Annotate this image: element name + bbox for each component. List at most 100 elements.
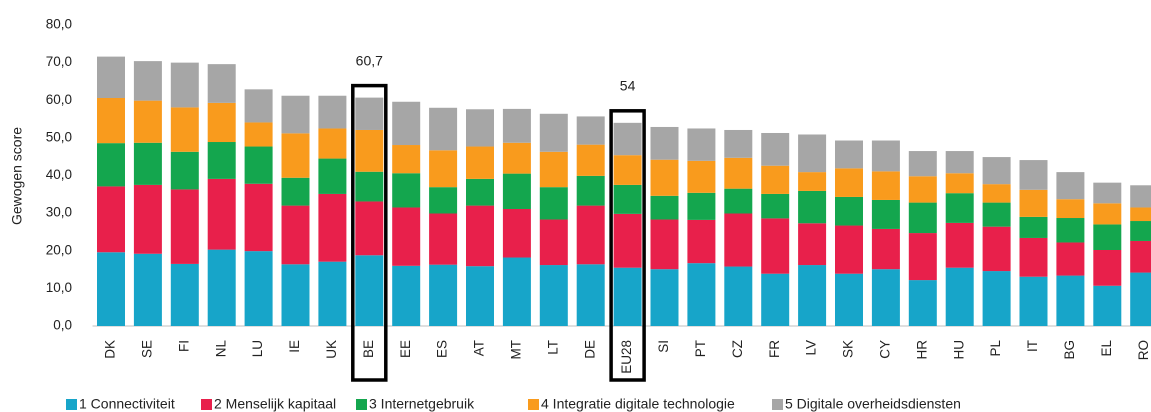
bar-segment [429,213,458,265]
bar-segment [318,158,347,194]
bar-segment [835,140,863,169]
bar-segment [945,193,974,223]
bar-segment [871,171,900,200]
bar-segment [1056,275,1085,326]
bar-segment [613,213,642,268]
bar-segment [945,267,974,326]
bar-segment [576,175,605,206]
bar-segment [133,61,162,101]
bar-segment [502,257,531,326]
bar-segment [761,273,790,326]
bar-segment [613,267,642,326]
bar-segment [1019,276,1048,326]
bar-segment [170,151,199,190]
plot: 0,0 10,0 20,0 30,0 40,0 50,0 60,0 70,0 80,0 DK SE F… [46,17,1151,412]
x-tick-label: MT [508,340,523,360]
bar-segment [97,56,125,98]
bar-segment [798,223,827,266]
x-tick-label: LU [250,340,265,357]
x-tick-label: RO [1136,340,1151,360]
bar-segment [466,178,494,206]
bar-segment [170,263,199,326]
bar-segment [539,113,568,152]
bar-segment [982,226,1011,272]
y-tick-label: 10,0 [46,280,72,295]
highlight-box [351,83,388,382]
bar-segment [945,173,974,194]
bar-segment [429,107,458,151]
bar-segment [207,178,236,250]
bar-segment [1019,189,1048,217]
bar-segment [724,129,753,158]
bar-segment [687,219,716,264]
bar-segment [392,145,421,174]
bar-segment [97,186,125,253]
bar-segment [1056,218,1085,243]
bar-segment [244,146,273,184]
x-tick-label: EU28 [619,340,634,374]
bar-segment [1019,216,1048,238]
x-tick-label: HR [914,340,929,360]
bar-segment [724,266,753,326]
bar-segment [908,233,937,281]
bar-segment [835,196,863,226]
bar-segment [798,190,827,224]
x-tick-label: IT [1025,340,1040,352]
bar-segment [539,265,568,326]
bar-segment [133,184,162,254]
bar-segment [133,100,162,143]
bar-segment [798,265,827,326]
bar-segment [244,89,273,123]
bar-segment [576,144,605,176]
bar-segment [945,151,974,174]
bar-segment [835,168,863,197]
bar-segment [1130,185,1151,208]
bar-segment [133,253,162,326]
bar-segment [908,176,937,203]
bar-segment [576,116,605,145]
y-tick-label: 30,0 [46,205,72,220]
bar-segment [761,218,790,274]
x-tick-label: UK [324,340,339,359]
bar-segment [576,264,605,326]
bar-segment [355,201,384,256]
y-tick-label: 40,0 [46,167,72,182]
bar-segment [1056,172,1085,200]
bar-segment [1130,207,1151,222]
bar-segment [982,157,1011,185]
bar-segment [281,95,310,134]
legend-label: 2 Menselijk kapitaal [214,396,336,412]
bar-segment [502,208,531,258]
bar-segment [687,160,716,193]
bar-segment [207,142,236,179]
bar-segment [170,189,199,264]
bar-segment [798,172,827,191]
bar-segment [355,129,384,172]
bar-segment [281,177,310,206]
bar-segment [576,205,605,265]
bar-segment [1093,285,1122,326]
bar-segment [429,187,458,214]
bar-segment [1093,203,1122,225]
x-tick-label: CZ [730,340,745,358]
bar-segment [539,151,568,188]
bar-segment [502,173,531,209]
x-tick-label: HU [951,340,966,360]
bar-segment [650,126,679,160]
bar-segment [170,107,199,152]
bar-segment [318,193,347,262]
bar-segment [502,108,531,143]
legend-swatch [772,399,783,410]
legend-swatch [356,399,367,410]
x-tick-label: LV [804,340,819,356]
bar-segment [281,205,310,265]
bar-segment [207,102,236,143]
bar-segment [724,188,753,214]
bar-segment [1093,249,1122,286]
annotation: 60,7 [356,52,383,68]
bar-segment [945,222,974,268]
bar-segment [724,213,753,267]
bar-segment [835,273,863,326]
x-tick-label: EE [398,340,413,358]
